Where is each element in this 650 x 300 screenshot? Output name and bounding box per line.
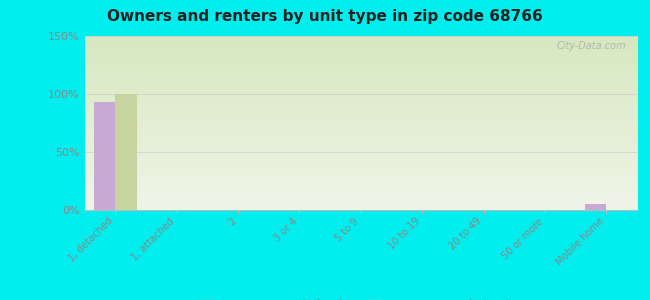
Text: 5 to 9: 5 to 9 — [333, 216, 361, 243]
Bar — [94, 102, 115, 210]
Text: Owners and renters by unit type in zip code 68766: Owners and renters by unit type in zip c… — [107, 9, 543, 24]
Text: 1, attached: 1, attached — [130, 216, 177, 262]
Text: City-Data.com: City-Data.com — [556, 41, 626, 51]
Text: 50 or more: 50 or more — [500, 216, 545, 261]
Text: Mobile home: Mobile home — [555, 216, 606, 268]
Text: 2: 2 — [226, 216, 238, 227]
Text: 1, detached: 1, detached — [67, 216, 115, 264]
Text: 10 to 19: 10 to 19 — [387, 216, 422, 252]
Text: 3 or 4: 3 or 4 — [272, 216, 300, 243]
Bar — [115, 94, 136, 210]
Text: 20 to 49: 20 to 49 — [448, 216, 484, 252]
Legend: Owner occupied units, Renter occupied units: Owner occupied units, Renter occupied un… — [196, 294, 525, 300]
Bar — [585, 204, 606, 210]
